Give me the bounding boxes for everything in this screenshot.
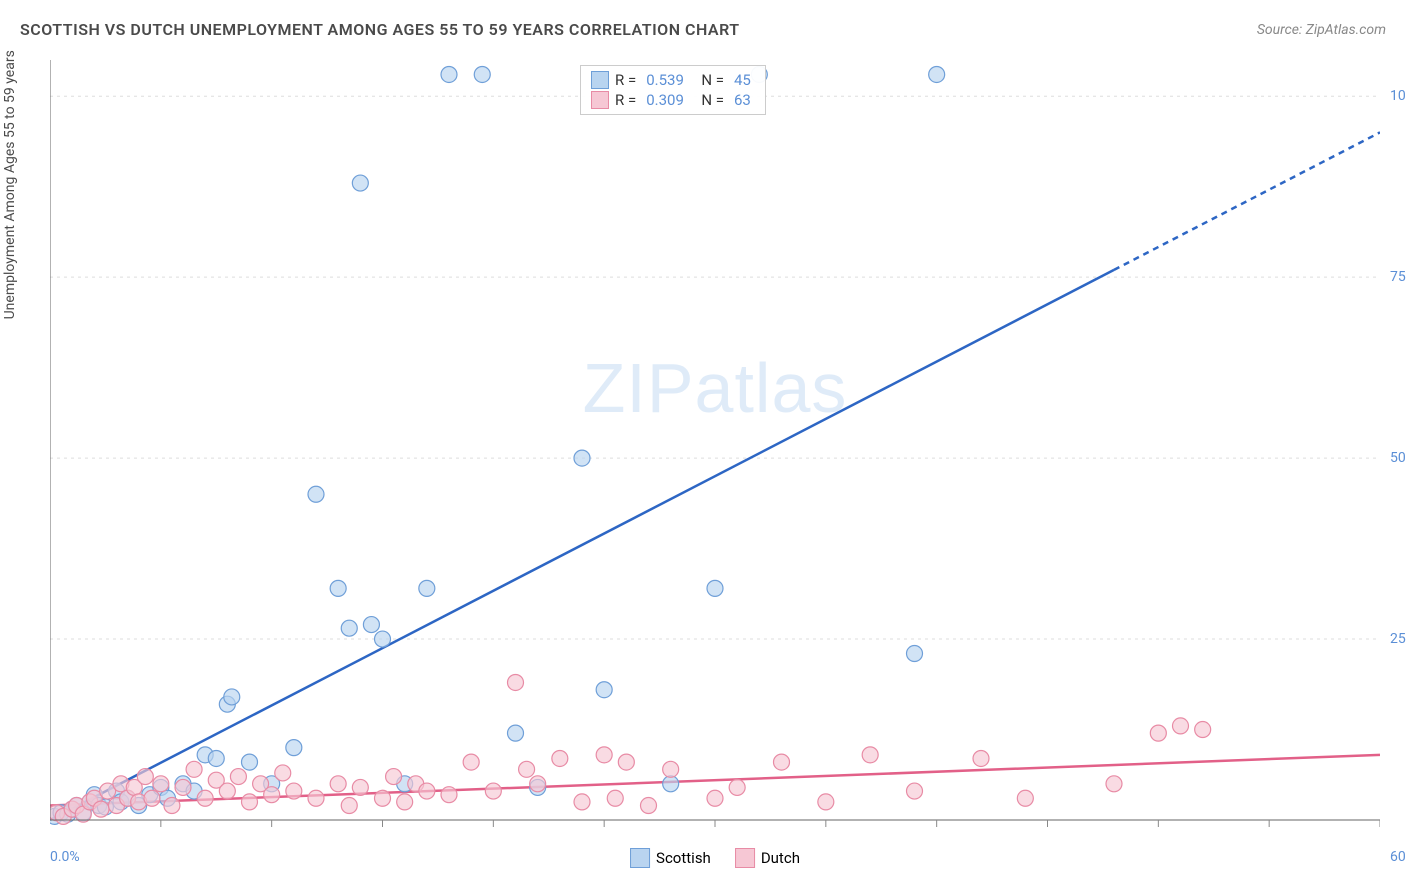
chart-title: SCOTTISH VS DUTCH UNEMPLOYMENT AMONG AGE… xyxy=(20,20,740,39)
stat-n-label: N = xyxy=(694,91,724,109)
y-tick-label: 100.0% xyxy=(1390,88,1406,104)
legend-item: Scottish xyxy=(630,848,711,868)
legend-swatch xyxy=(591,71,609,89)
legend-label: Dutch xyxy=(761,849,800,867)
stat-n-value: 45 xyxy=(734,71,751,89)
stats-legend: R = 0.539 N = 45R = 0.309 N = 63 xyxy=(580,65,766,115)
legend-swatch xyxy=(735,848,755,868)
legend-label: Scottish xyxy=(656,849,711,867)
legend-item: Dutch xyxy=(735,848,800,868)
legend-swatch xyxy=(591,91,609,109)
chart-area: ZIPatlas 25.0%50.0%75.0%100.0% 0.0% 60.0… xyxy=(50,60,1380,840)
x-tick-min: 0.0% xyxy=(50,849,80,865)
x-tick-max: 60.0% xyxy=(1390,849,1406,865)
stats-row: R = 0.539 N = 45 xyxy=(591,70,755,90)
y-tick-label: 75.0% xyxy=(1390,269,1406,285)
stat-r-label: R = xyxy=(615,71,636,89)
stat-r-value: 0.309 xyxy=(646,91,684,109)
legend-swatch xyxy=(630,848,650,868)
stat-r-label: R = xyxy=(615,91,636,109)
stat-r-value: 0.539 xyxy=(646,71,684,89)
chart-source: Source: ZipAtlas.com xyxy=(1257,22,1386,38)
y-axis-label: Unemployment Among Ages 55 to 59 years xyxy=(2,50,18,319)
stat-n-label: N = xyxy=(694,71,724,89)
stats-row: R = 0.309 N = 63 xyxy=(591,90,755,110)
scatter-plot xyxy=(50,60,1380,840)
chart-header: SCOTTISH VS DUTCH UNEMPLOYMENT AMONG AGE… xyxy=(20,20,1386,39)
bottom-legend: Scottish Dutch xyxy=(630,848,800,868)
stat-n-value: 63 xyxy=(734,91,751,109)
y-tick-label: 25.0% xyxy=(1390,631,1406,647)
y-tick-label: 50.0% xyxy=(1390,450,1406,466)
